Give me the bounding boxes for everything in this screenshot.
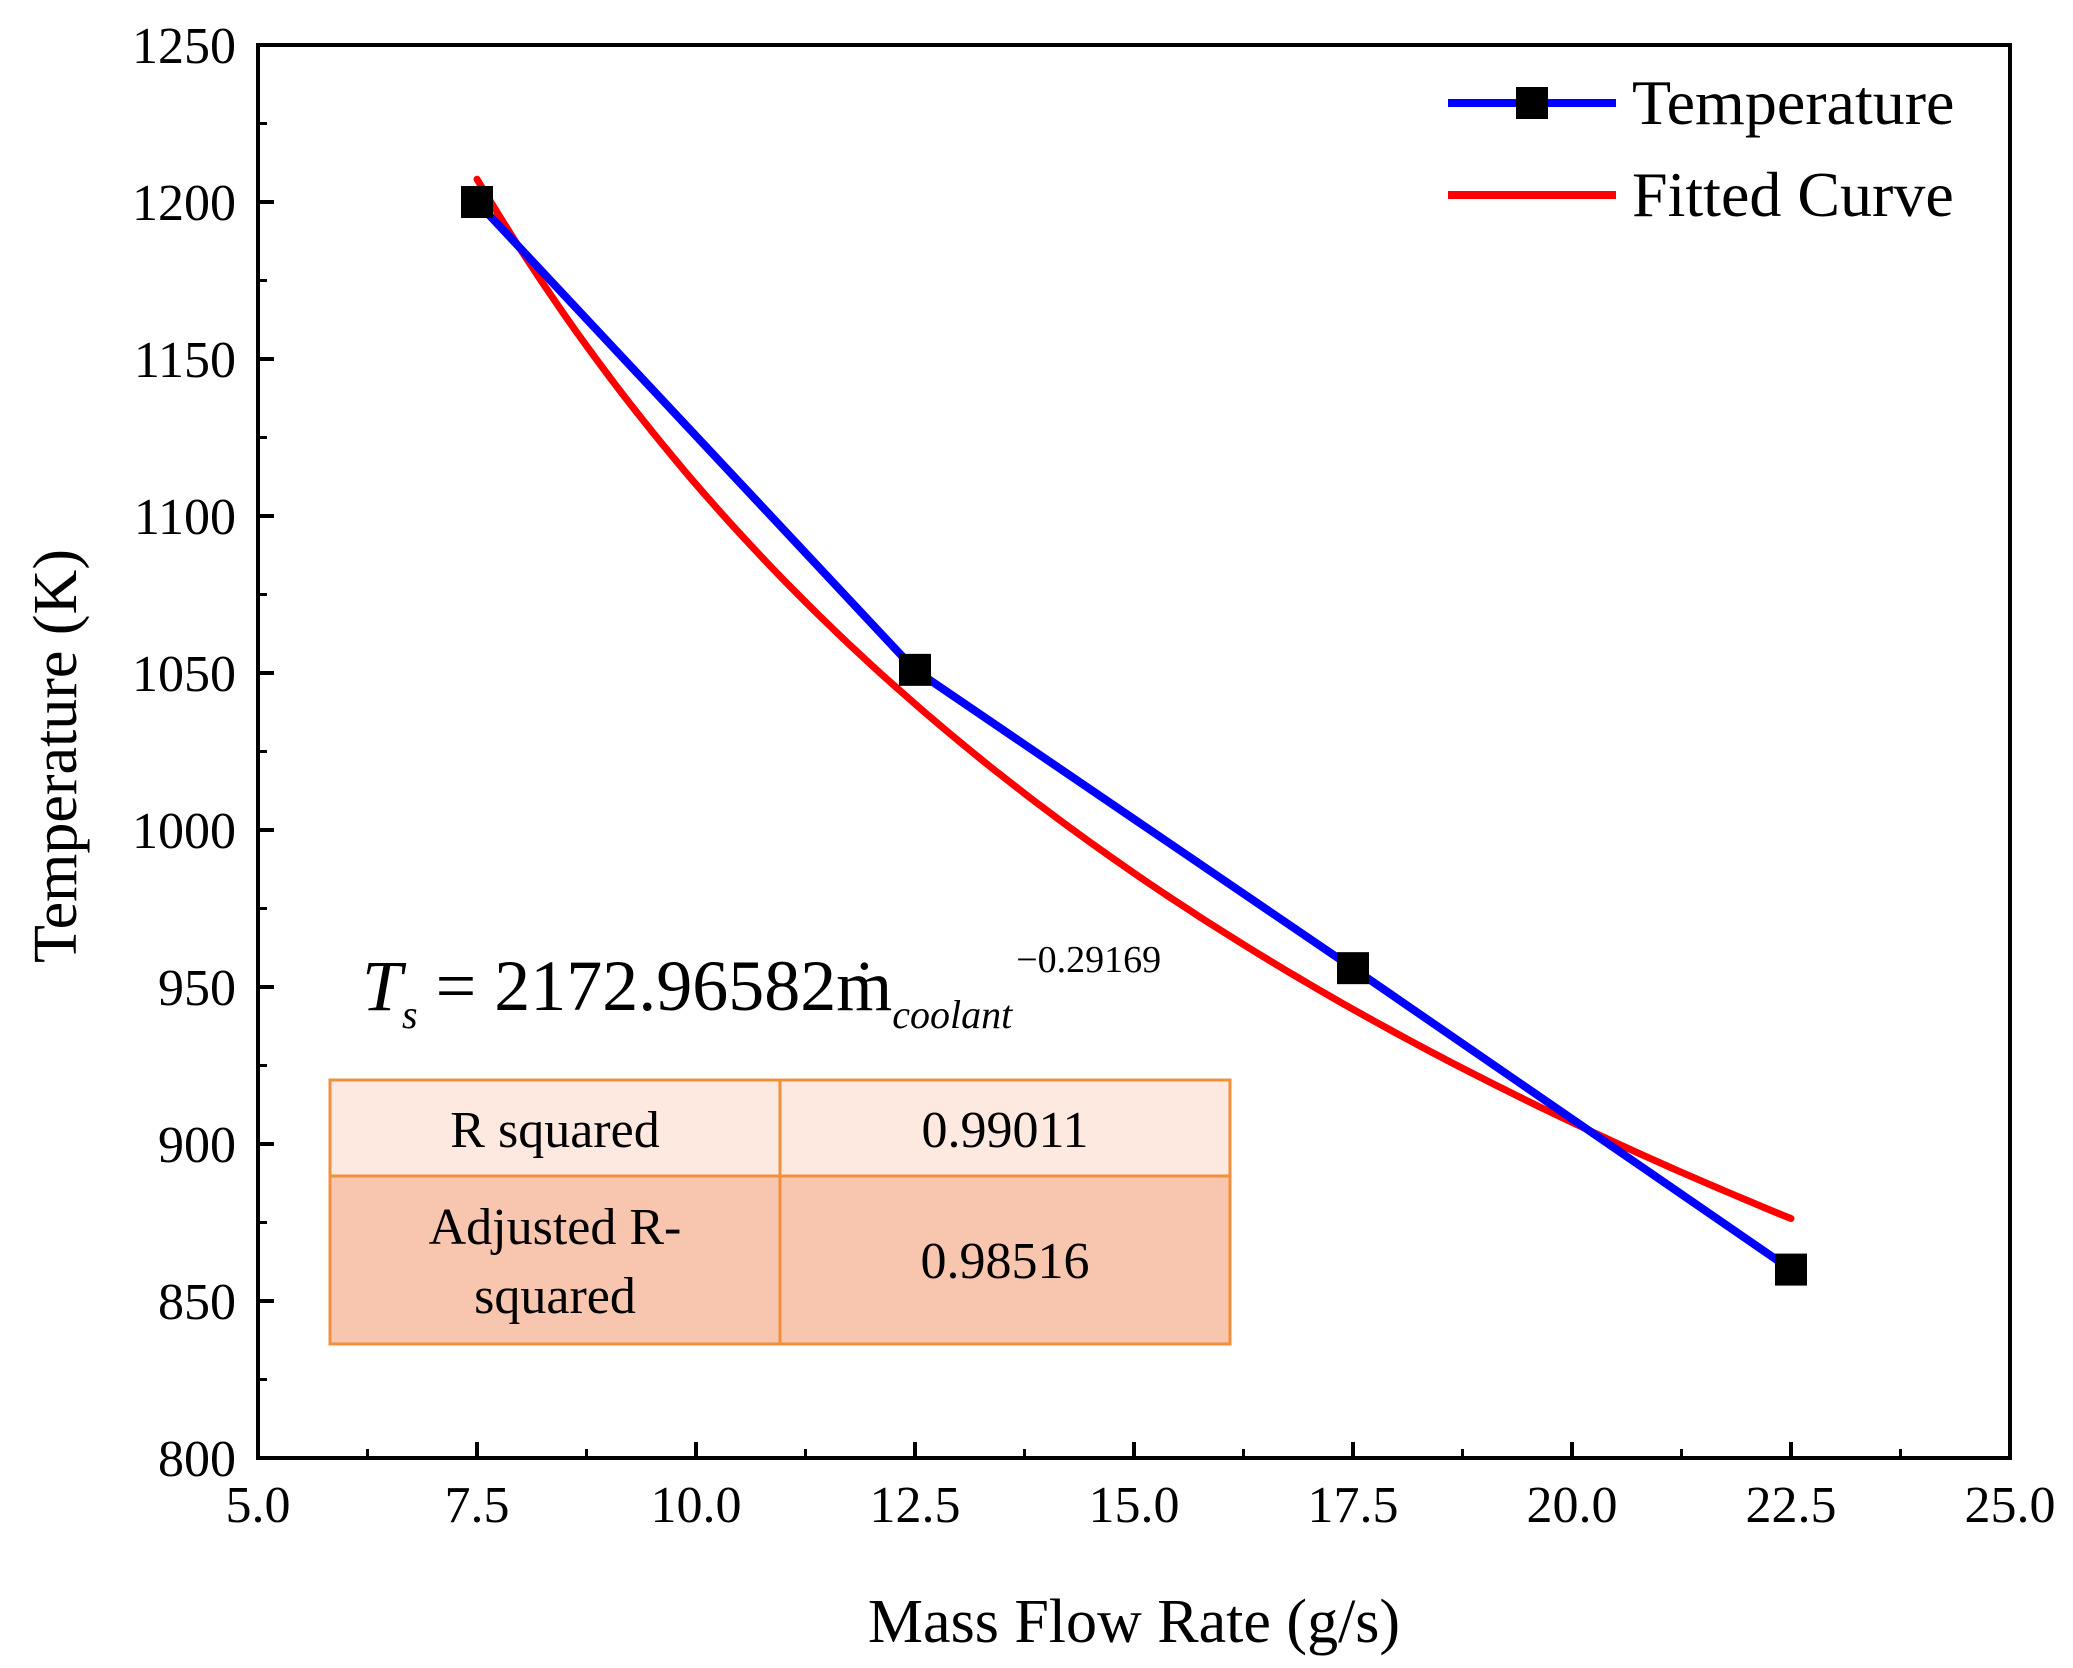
x-tick-label: 7.5: [445, 1477, 510, 1534]
series-layer: [461, 175, 1807, 1286]
table-row-2-label-line-2: squared: [474, 1268, 636, 1325]
y-tick-label: 950: [158, 960, 236, 1017]
equation-lhs-subscript: s: [402, 992, 418, 1037]
y-tick-label: 1100: [134, 489, 236, 546]
equation-lhs: T: [362, 946, 407, 1026]
equation-exponent: −0.29169: [1016, 939, 1161, 981]
fit-statistics-table: R squared 0.99011 Adjusted R- squared 0.…: [328, 1078, 1232, 1346]
data-point-temperature: [1775, 1253, 1807, 1286]
series-line-temperature: [474, 199, 1794, 1273]
x-tick-label: 22.5: [1746, 1477, 1837, 1534]
x-tick-label: 25.0: [1965, 1477, 2056, 1534]
data-point-temperature: [461, 186, 493, 218]
table-row-2-label-line-1: Adjusted R-: [429, 1199, 682, 1256]
equation-rhs: = 2172.96582ṁ: [436, 946, 893, 1026]
y-tick-label: 1150: [134, 332, 236, 389]
x-tick-label: 12.5: [870, 1477, 961, 1534]
y-axis-title: Temperature (K): [22, 549, 90, 963]
table-row-2-label-cell: [328, 1174, 782, 1346]
data-point-temperature: [899, 653, 931, 686]
equation-rhs-subscript: coolant: [892, 992, 1013, 1037]
x-tick-label: 17.5: [1308, 1477, 1399, 1534]
legend-label-fitted-curve: Fitted Curve: [1632, 159, 1954, 230]
fit-equation: Ts = 2172.96582ṁcoolant−0.29169: [362, 939, 1161, 1037]
table-row-2-value: 0.98516: [921, 1233, 1090, 1290]
table-row-1-label-cell: [328, 1078, 782, 1178]
y-tick-label: 1050: [132, 646, 236, 703]
y-tick-label: 1200: [132, 175, 236, 232]
x-axis-title: Mass Flow Rate (g/s): [868, 1588, 1400, 1656]
x-tick-label: 15.0: [1089, 1477, 1180, 1534]
legend-label-temperature: Temperature: [1632, 67, 1954, 138]
x-tick-label: 20.0: [1527, 1477, 1618, 1534]
y-tick-label: 1250: [132, 18, 236, 75]
series-markers-temperature: [461, 186, 1807, 1286]
table-row-2-value-cell: [778, 1174, 1232, 1346]
plot-frame: [256, 43, 2012, 1460]
y-tick-label: 900: [158, 1117, 236, 1174]
x-tick-label: 10.0: [651, 1477, 742, 1534]
series-line-fitted-curve: [473, 175, 1795, 1222]
data-point-temperature: [1337, 952, 1369, 985]
y-tick-label: 1000: [132, 803, 236, 860]
table-row-1-label: R squared: [450, 1102, 659, 1159]
y-tick-labels: 800 850 900 950 1000 1050 1100 1150 1200 1250: [132, 18, 236, 1488]
x-tick-label: 5.0: [226, 1477, 291, 1534]
x-tick-labels: 5.0 7.5 10.0 12.5 15.0 17.5 20.0 22.5 25.0: [226, 1477, 2056, 1534]
legend: Temperature Fitted Curve: [1448, 67, 1954, 230]
y-tick-label: 850: [158, 1274, 236, 1331]
y-tick-label: 800: [158, 1431, 236, 1488]
table-row-1-value: 0.99011: [921, 1102, 1088, 1159]
legend-marker-temperature: [1516, 87, 1548, 119]
